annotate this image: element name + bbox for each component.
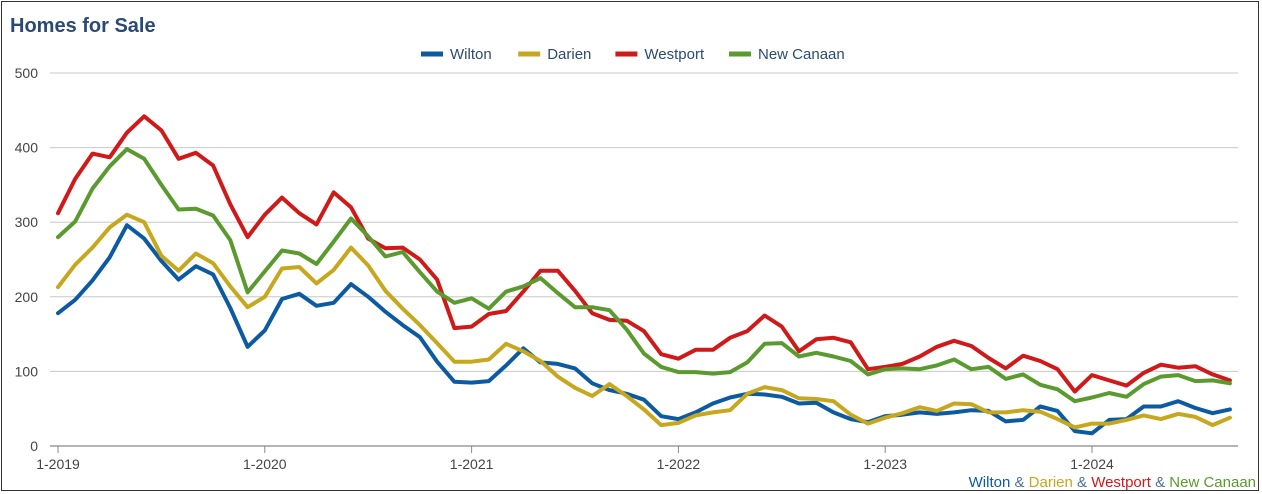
- credit-part: &: [1150, 474, 1170, 491]
- credit-part: &: [1010, 474, 1029, 491]
- credit-part: New Canaan: [1169, 474, 1256, 491]
- chart-credit: Wilton & Darien & Westport & New Canaan: [969, 474, 1256, 491]
- credit-part: Darien: [1028, 474, 1073, 491]
- legend-label: Wilton: [450, 46, 492, 63]
- credit-part: &: [1072, 474, 1092, 491]
- series-line-westport: [56, 114, 1232, 394]
- x-tick-label: 1-2024: [1070, 456, 1114, 472]
- legend-label: Darien: [547, 46, 591, 63]
- legend-label: New Canaan: [758, 46, 845, 63]
- y-tick-label: 100: [15, 363, 39, 379]
- credit-part: Westport: [1091, 474, 1151, 491]
- series-line-new-canaan: [56, 147, 1232, 404]
- x-tick-label: 1-2021: [450, 456, 494, 472]
- y-tick-label: 400: [15, 140, 39, 156]
- x-tick-label: 1-2019: [36, 456, 80, 472]
- series-line-darien: [56, 212, 1232, 430]
- x-tick-label: 1-2020: [243, 456, 287, 472]
- y-tick-label: 300: [15, 214, 39, 230]
- credit-part: Wilton: [968, 474, 1011, 491]
- chart-title: Homes for Sale: [10, 15, 156, 37]
- x-tick-label: 1-2023: [863, 456, 907, 472]
- y-tick-label: 500: [15, 65, 39, 81]
- y-tick-label: 0: [30, 438, 38, 454]
- y-tick-label: 200: [15, 289, 39, 305]
- legend-label: Westport: [644, 46, 705, 63]
- x-tick-label: 1-2022: [657, 456, 701, 472]
